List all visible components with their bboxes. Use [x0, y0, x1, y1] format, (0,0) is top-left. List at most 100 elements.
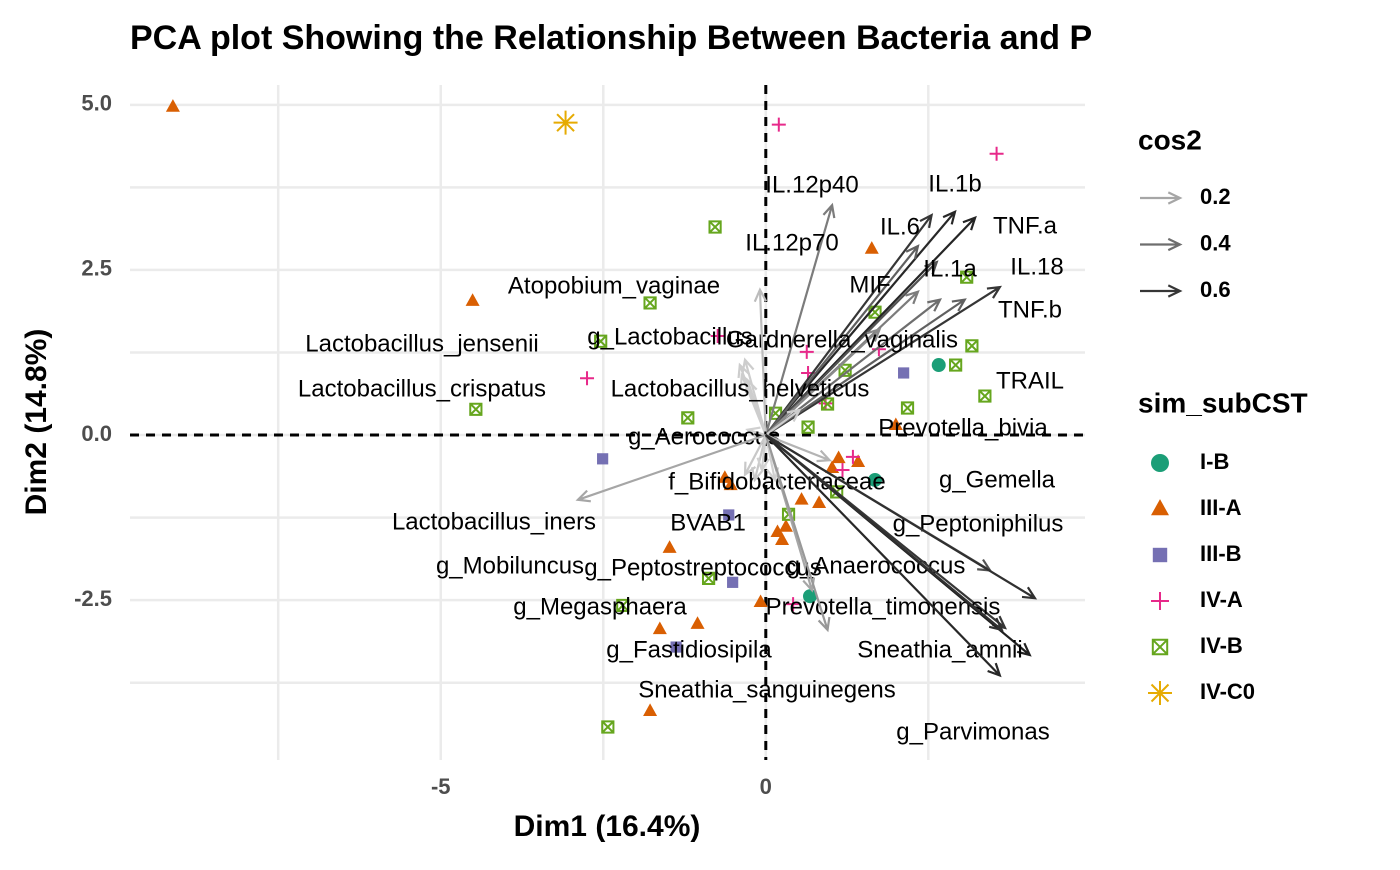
- variable-label: g_Megasphaera: [513, 593, 687, 620]
- loading-arrow: [765, 434, 1004, 632]
- loading-arrow: [764, 434, 831, 633]
- variable-label: Lactobacillus_jensenii: [305, 330, 538, 357]
- loading-arrow: [765, 260, 939, 436]
- point: [931, 358, 946, 373]
- point: [965, 339, 979, 353]
- point: [831, 450, 846, 464]
- variable-label: Lactobacillus_iners: [392, 508, 596, 535]
- loading-arrow: [765, 408, 802, 436]
- point: [851, 454, 866, 468]
- y-axis-label: Dim2 (14.8%): [20, 329, 53, 516]
- variable-label: IL.1b: [928, 170, 981, 197]
- y-tick-label: 0.0: [81, 421, 112, 446]
- variable-label: MIF: [849, 271, 890, 298]
- loading-arrow: [764, 244, 920, 436]
- legend-key: [1140, 191, 1183, 205]
- point: [594, 334, 608, 348]
- variable-label: Sneathia_amnii: [857, 636, 1022, 663]
- variable-label: IL.18: [1010, 253, 1063, 280]
- point: [898, 367, 910, 379]
- point: [690, 616, 705, 629]
- legend-title: sim_subCST: [1138, 387, 1308, 418]
- variable-label: g_Aerococcus: [628, 423, 780, 450]
- point: [820, 397, 835, 411]
- variable-label: BVAB1: [670, 509, 746, 536]
- point: [778, 519, 793, 532]
- variable-label: Prevotella_timonensis: [766, 593, 1001, 620]
- y-tick-label: 5.0: [81, 91, 112, 116]
- legend-label: I-B: [1200, 449, 1229, 474]
- legend-label: III-B: [1200, 541, 1242, 566]
- variable-label: g_Peptoniphilus: [893, 510, 1064, 537]
- point: [601, 720, 615, 734]
- x-tick-label: -5: [431, 774, 451, 799]
- point: [662, 540, 677, 553]
- loading-arrow: [745, 426, 767, 440]
- point: [960, 270, 974, 284]
- legend-label: IV-A: [1200, 587, 1243, 612]
- point: [838, 363, 852, 377]
- point: [775, 532, 790, 545]
- variable-label: IL.6: [880, 213, 920, 240]
- point: [799, 344, 814, 359]
- point: [616, 598, 630, 613]
- variable-label: g_Fastidiosipila: [606, 636, 772, 663]
- variable-label: Sneathia_sanguinegens: [638, 676, 896, 703]
- point: [803, 589, 818, 604]
- point: [989, 146, 1004, 161]
- variable-label: Lactobacillus_helveticus: [611, 375, 870, 402]
- loading-arrow: [764, 202, 836, 436]
- legend-label: 0.6: [1200, 277, 1231, 302]
- point: [701, 571, 716, 585]
- loading-arrow: [765, 285, 1002, 436]
- variable-label: TRAIL: [996, 367, 1064, 394]
- point: [812, 495, 827, 508]
- point: [643, 296, 657, 310]
- point: [553, 110, 578, 135]
- loading-arrow: [764, 209, 957, 436]
- point: [643, 703, 658, 717]
- y-tick-label: -2.5: [74, 586, 112, 611]
- point: [165, 99, 180, 112]
- point: [652, 621, 667, 635]
- chart-title: PCA plot Showing the Relationship Betwee…: [130, 19, 1092, 57]
- variable-label: TNF.b: [998, 296, 1062, 323]
- legend-label: IV-C0: [1200, 679, 1255, 704]
- variable-label: TNF.a: [993, 212, 1058, 239]
- point: [868, 472, 883, 487]
- point: [727, 576, 739, 588]
- point: [949, 358, 963, 372]
- point: [786, 597, 801, 612]
- x-tick-label: 0: [760, 774, 772, 799]
- variable-label: g_Gemella: [939, 466, 1056, 493]
- point: [835, 463, 850, 478]
- point: [753, 594, 768, 608]
- loading-arrow: [765, 327, 882, 436]
- legend-label: III-A: [1200, 495, 1242, 520]
- legend-key: [1151, 499, 1169, 516]
- loading-arrow: [756, 434, 770, 473]
- x-axis-label: Dim1 (16.4%): [514, 810, 701, 843]
- point: [978, 389, 992, 403]
- loading-arrow: [765, 434, 832, 463]
- loading-arrow: [753, 287, 768, 436]
- variable-label: g_Lactobacillus: [587, 323, 752, 350]
- variable-label: g_Mobiluncus: [436, 552, 584, 579]
- variable-label: g_Peptostreptococcus: [584, 554, 821, 581]
- point: [900, 401, 915, 415]
- point: [771, 117, 786, 132]
- legend-label: 0.4: [1200, 230, 1231, 255]
- legend-key: [1148, 681, 1172, 705]
- loading-arrow: [744, 377, 767, 436]
- legend-title: cos2: [1138, 124, 1202, 155]
- point: [681, 411, 695, 425]
- point: [580, 371, 595, 386]
- point: [801, 420, 815, 434]
- loading-arrow: [764, 213, 934, 436]
- point: [794, 492, 809, 505]
- point: [723, 509, 735, 521]
- variable-label: Gardnerella_vaginalis: [726, 326, 958, 353]
- point: [670, 641, 682, 653]
